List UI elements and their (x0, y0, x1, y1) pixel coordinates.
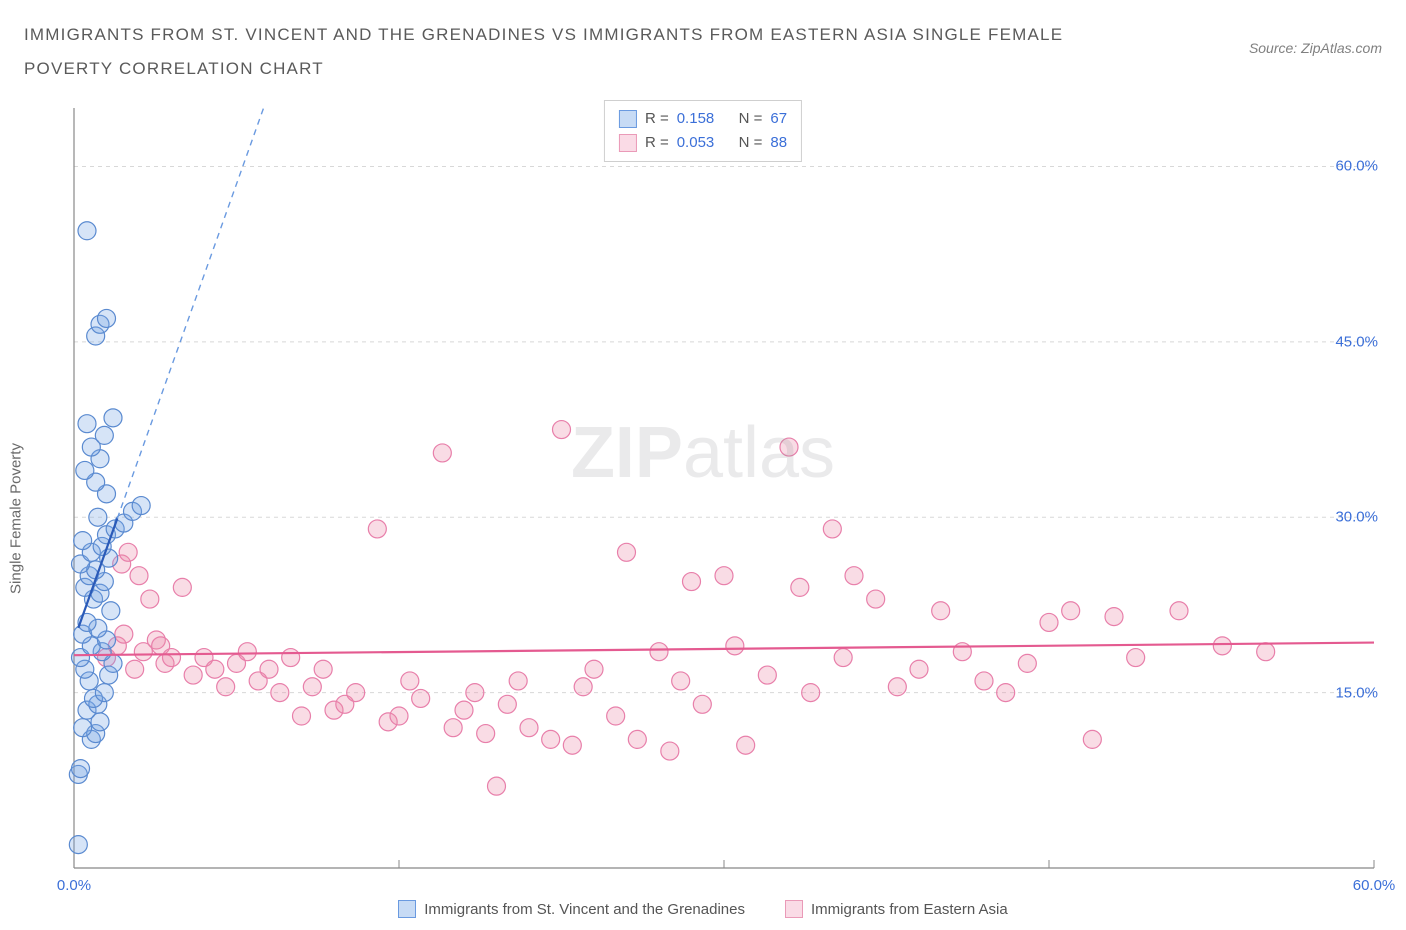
swatch-series-2 (619, 134, 637, 152)
y-tick-label: 60.0% (1335, 158, 1378, 175)
legend-item-2: Immigrants from Eastern Asia (785, 900, 1008, 918)
y-tick-label: 15.0% (1335, 684, 1378, 701)
x-tick-label: 60.0% (1353, 877, 1396, 894)
source-attribution: Source: ZipAtlas.com (1249, 40, 1382, 56)
n-value-2: 88 (770, 131, 787, 155)
legend-item-1: Immigrants from St. Vincent and the Gren… (398, 900, 745, 918)
y-tick-label: 30.0% (1335, 509, 1378, 526)
legend-label-2: Immigrants from Eastern Asia (811, 901, 1008, 918)
chart-container: Single Female Poverty ZIPatlas R = 0.158… (24, 100, 1382, 920)
bottom-legend: Immigrants from St. Vincent and the Gren… (24, 900, 1382, 918)
x-tick-label: 0.0% (57, 877, 91, 894)
n-value-1: 67 (770, 107, 787, 131)
stats-row-1: R = 0.158 N = 67 (619, 107, 787, 131)
n-label-1: N = (739, 107, 763, 131)
swatch-series-1 (619, 110, 637, 128)
r-value-1: 0.158 (677, 107, 715, 131)
y-axis-label: Single Female Poverty (8, 443, 25, 594)
r-value-2: 0.053 (677, 131, 715, 155)
legend-label-1: Immigrants from St. Vincent and the Gren… (424, 901, 745, 918)
stats-legend: R = 0.158 N = 67 R = 0.053 N = 88 (604, 100, 802, 162)
legend-swatch-1 (398, 900, 416, 918)
legend-swatch-2 (785, 900, 803, 918)
stats-row-2: R = 0.053 N = 88 (619, 131, 787, 155)
y-tick-label: 45.0% (1335, 333, 1378, 350)
scatter-plot (24, 100, 1382, 876)
r-label-2: R = (645, 131, 669, 155)
chart-title: IMMIGRANTS FROM ST. VINCENT AND THE GREN… (24, 18, 1124, 86)
n-label-2: N = (739, 131, 763, 155)
r-label-1: R = (645, 107, 669, 131)
